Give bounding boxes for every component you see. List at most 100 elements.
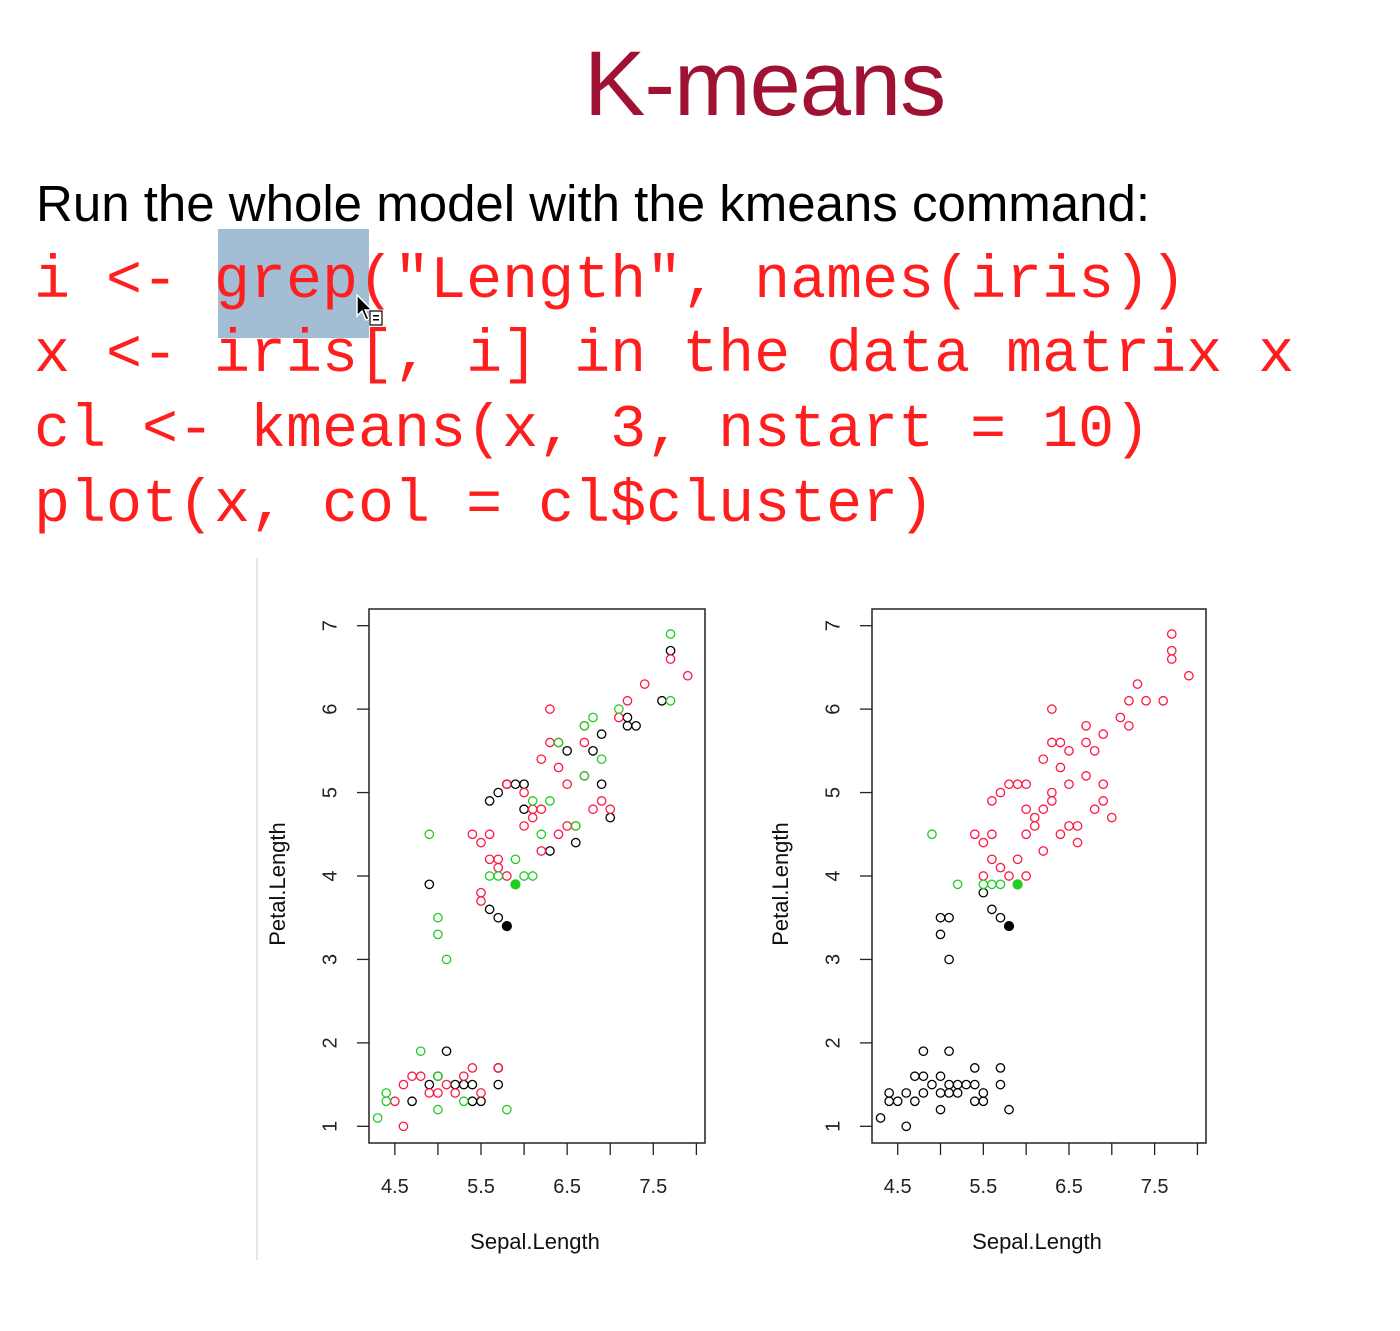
- data-point: [1038, 846, 1049, 856]
- data-point: [588, 745, 598, 756]
- data-point: [969, 829, 980, 840]
- data-point: [1004, 871, 1014, 881]
- x-tick-label: 6.5: [553, 1176, 581, 1198]
- data-point: [596, 796, 607, 806]
- y-axis-label: Petal.Length: [265, 822, 290, 946]
- data-point: [1004, 779, 1014, 790]
- y-tick-label: 2: [319, 1037, 341, 1048]
- data-point: [1124, 720, 1134, 731]
- data-point: [682, 670, 693, 681]
- data-point: [1072, 837, 1083, 848]
- data-point: [458, 1079, 469, 1090]
- data-point: [415, 1071, 426, 1082]
- data-point: [1038, 754, 1049, 765]
- data-point: [995, 1063, 1006, 1073]
- data-point: [519, 787, 529, 798]
- data-point: [935, 929, 946, 940]
- data-point: [424, 829, 435, 840]
- code-line-1: i <- grep("Length", names(iris)): [34, 248, 1187, 316]
- data-point: [527, 812, 538, 823]
- data-point: [484, 854, 495, 865]
- data-point: [381, 1088, 392, 1098]
- x-tick-label: 5.5: [969, 1176, 997, 1198]
- data-point: [1184, 670, 1194, 681]
- data-point: [622, 712, 633, 723]
- data-point: [1158, 695, 1169, 706]
- cluster-center-point: [1003, 920, 1015, 932]
- data-point: [1098, 779, 1109, 790]
- x-axis-label: Sepal.Length: [470, 1229, 600, 1254]
- data-point: [1055, 829, 1066, 840]
- data-point: [1106, 812, 1117, 823]
- data-point: [639, 679, 650, 689]
- data-point: [1089, 804, 1100, 815]
- data-point: [987, 854, 997, 865]
- data-point: [1064, 745, 1074, 756]
- data-point: [901, 1088, 912, 1098]
- data-point: [944, 1046, 954, 1057]
- code-line-4: plot(x, col = cl$cluster): [34, 472, 935, 540]
- data-point: [1021, 779, 1032, 790]
- x-tick-label: 6.5: [1055, 1176, 1083, 1198]
- data-point: [510, 779, 521, 790]
- data-point: [467, 1079, 478, 1090]
- y-tick-label: 5: [319, 787, 341, 798]
- data-point: [927, 829, 937, 840]
- data-point: [1166, 645, 1177, 656]
- data-point: [961, 1079, 972, 1090]
- data-point: [467, 829, 478, 840]
- data-point: [1046, 787, 1057, 798]
- data-point: [918, 1046, 929, 1057]
- data-point: [450, 1079, 461, 1090]
- data-point: [884, 1096, 894, 1107]
- y-tick-label: 6: [822, 704, 844, 715]
- data-point: [536, 804, 547, 815]
- data-point: [952, 1079, 963, 1090]
- y-tick-label: 1: [822, 1121, 844, 1132]
- data-point: [433, 912, 443, 923]
- data-point: [458, 1071, 469, 1082]
- data-point: [995, 862, 1006, 873]
- data-point: [596, 729, 607, 740]
- data-point: [622, 720, 633, 731]
- data-point: [1141, 695, 1151, 706]
- data-point: [935, 1104, 946, 1115]
- slide-subtitle: Run the whole model with the kmeans comm…: [36, 175, 1151, 232]
- data-point: [570, 821, 581, 831]
- data-point: [596, 779, 607, 790]
- data-point: [935, 1088, 946, 1098]
- data-point: [407, 1096, 417, 1107]
- data-point: [484, 796, 495, 806]
- data-point: [987, 796, 997, 806]
- data-point: [433, 1071, 443, 1082]
- data-point: [381, 1096, 392, 1107]
- data-point: [467, 1096, 478, 1107]
- data-point: [389, 1096, 400, 1107]
- data-point: [562, 745, 573, 756]
- data-point: [1166, 629, 1177, 639]
- code-line-3: cl <- kmeans(x, 3, nstart = 10): [34, 397, 1151, 465]
- data-point: [519, 779, 529, 790]
- data-point: [415, 1046, 426, 1057]
- data-point: [476, 896, 486, 906]
- data-point: [1021, 804, 1032, 815]
- data-point: [424, 879, 435, 890]
- data-point: [1098, 796, 1109, 806]
- data-point: [493, 862, 504, 873]
- data-point: [545, 846, 555, 856]
- data-point: [605, 804, 616, 815]
- y-tick-label: 4: [822, 870, 844, 881]
- x-tick-label: 7.5: [639, 1176, 667, 1198]
- data-point: [995, 879, 1006, 890]
- data-point: [1089, 745, 1100, 756]
- data-point: [433, 1088, 443, 1098]
- data-point: [1046, 704, 1057, 714]
- data-point: [995, 912, 1006, 923]
- data-point: [596, 754, 607, 765]
- y-tick-label: 7: [822, 620, 844, 631]
- data-point: [493, 871, 504, 881]
- data-point: [909, 1071, 920, 1082]
- data-point: [892, 1096, 903, 1107]
- data-point: [1012, 854, 1023, 865]
- data-point: [579, 720, 590, 731]
